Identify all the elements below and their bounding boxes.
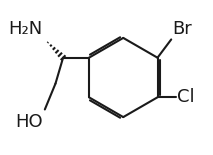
Text: H₂N: H₂N: [8, 20, 43, 38]
Text: HO: HO: [16, 113, 43, 131]
Text: Cl: Cl: [177, 88, 194, 106]
Text: Br: Br: [172, 20, 192, 38]
